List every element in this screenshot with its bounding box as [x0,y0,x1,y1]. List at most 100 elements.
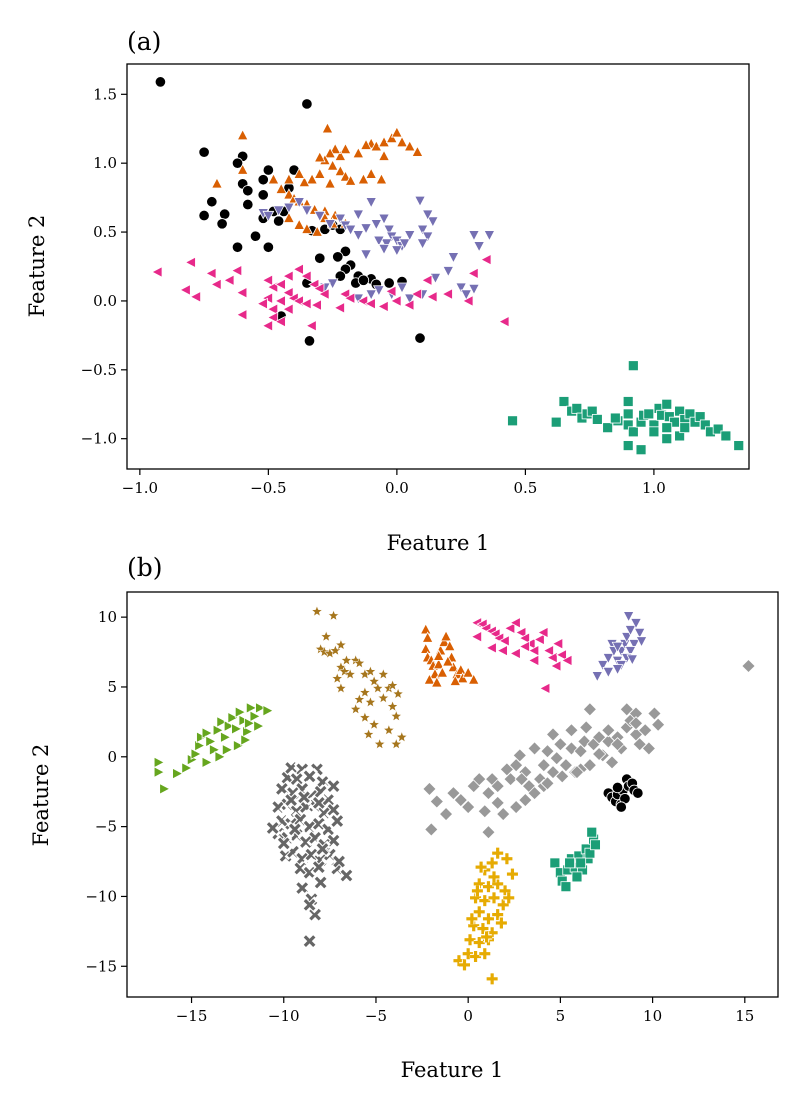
point-cluster-magenta-20 [318,288,330,300]
panel-b-y-ticks: −15 −10 −5 0 5 10 [85,608,127,975]
point-cluster-purple-12 [628,639,641,651]
point-cluster-gray-diamond-16 [512,748,527,763]
point-cluster-orange-17 [462,666,475,678]
point-cluster-brown-0 [311,605,323,617]
point-cluster-gray-x-42 [310,858,328,876]
point-cluster-purple-41 [468,283,480,296]
point-cluster-green-27 [201,756,213,769]
y-tick-label: −10 [85,887,117,905]
y-tick-label: −15 [85,957,117,975]
point-cluster-purple-44 [396,282,408,294]
point-cluster-black-41 [383,277,395,289]
point-cluster-brown-17 [371,682,384,694]
point-cluster-orange-1 [421,631,434,643]
point-cluster-teal-22 [661,398,673,410]
point-cluster-brown-20 [364,696,377,708]
point-cluster-magenta-32 [377,300,389,313]
point-cluster-black-32 [314,252,326,264]
point-cluster-orange-11 [443,639,456,652]
point-cluster-teal-16 [564,857,575,869]
point-cluster-magenta-15 [542,644,554,657]
point-cluster-orange-16 [456,671,469,684]
point-cluster-brown-36 [362,728,375,740]
point-cluster-gray-diamond-65 [540,776,555,791]
point-cluster-orange-17 [306,173,318,185]
point-cluster-black-22 [231,241,244,253]
point-cluster-yellow-6 [482,881,494,893]
point-cluster-brown-6 [329,644,342,656]
point-cluster-green-23 [255,702,267,714]
point-cluster-yellow-23 [470,950,482,963]
y-tick-label: −5 [95,818,117,836]
point-cluster-purple-26 [426,216,439,228]
point-cluster-teal-18 [643,408,655,420]
x-tick-label: 5 [556,1007,566,1025]
point-cluster-teal-4 [571,403,583,414]
y-tick-label: 0.5 [93,223,117,241]
point-cluster-magenta-20 [538,682,551,695]
point-cluster-magenta-25 [527,654,540,667]
point-cluster-green-28 [221,743,234,756]
point-cluster-purple-34 [447,252,460,264]
point-cluster-magenta-10 [518,632,530,644]
point-cluster-green-0 [153,756,165,769]
point-cluster-black-23 [262,241,275,253]
point-cluster-purple-2 [602,653,615,665]
x-tick-label: 0.5 [513,479,537,497]
point-cluster-gray-diamond-52 [508,799,524,815]
point-cluster-brown-31 [335,682,347,694]
point-cluster-yellow-26 [458,959,470,971]
point-cluster-green-15 [223,720,236,732]
point-cluster-gray-diamond-68 [610,737,625,752]
point-cluster-brown-35 [392,687,404,699]
point-cluster-teal-36 [635,444,647,456]
point-cluster-green-21 [245,702,258,714]
point-cluster-magenta-47 [333,301,345,314]
point-cluster-brown-7 [335,638,347,651]
point-cluster-magenta-49 [480,253,492,266]
point-cluster-magenta-25 [282,303,294,316]
point-cluster-purple-18 [622,611,635,623]
point-cluster-magenta-23 [256,297,268,310]
y-tick-label: 1.5 [93,85,117,103]
panel-b: (b) −15 −10 −5 0 5 10 15 −15 −10 −5 0 5 10 Feature … [29,553,779,1082]
point-cluster-orange-48 [236,163,249,175]
point-cluster-gray-x-50 [301,896,318,914]
y-tick-label: 5 [107,678,117,696]
point-cluster-purple-23 [416,224,429,236]
point-cluster-gray-x-5 [301,767,318,785]
point-cluster-magenta-27 [310,299,322,311]
point-cluster-purple-32 [390,245,403,257]
point-cluster-orange-47 [375,173,388,185]
point-cluster-teal-0 [549,857,561,869]
panel-b-y-axis-title: Feature 2 [29,744,53,847]
point-cluster-black-14 [219,208,231,220]
point-cluster-purple-20 [626,654,639,666]
point-cluster-magenta-46 [261,319,273,332]
point-cluster-teal-1 [550,416,562,428]
point-cluster-green-3 [172,767,184,780]
point-cluster-gray-diamond-26 [558,758,574,773]
point-cluster-magenta-19 [561,654,573,667]
x-tick-label: 0 [463,1007,473,1025]
point-cluster-magenta-17 [300,270,312,283]
point-cluster-yellow-33 [471,885,483,897]
point-cluster-black-4 [231,157,244,169]
point-cluster-magenta-6 [498,634,510,647]
point-cluster-gray-diamond-6 [453,792,468,808]
point-cluster-gray-diamond-4 [438,806,454,822]
point-cluster-green-19 [238,714,250,727]
point-cluster-purple-29 [365,197,378,209]
point-cluster-teal-14 [586,826,598,838]
point-cluster-magenta-37 [426,290,438,303]
y-tick-label: 0 [107,748,117,766]
point-cluster-orange-10 [440,630,452,642]
panel-a-x-axis-title: Feature 1 [387,531,490,555]
panel-a-y-axis-title: Feature 2 [25,215,49,318]
point-cluster-gray-x-48 [306,906,324,924]
point-cluster-purple-22 [403,230,416,242]
point-cluster-orange-18 [298,175,311,188]
point-cluster-orange-32 [283,211,295,223]
point-cluster-gray-diamond-36 [604,755,620,770]
